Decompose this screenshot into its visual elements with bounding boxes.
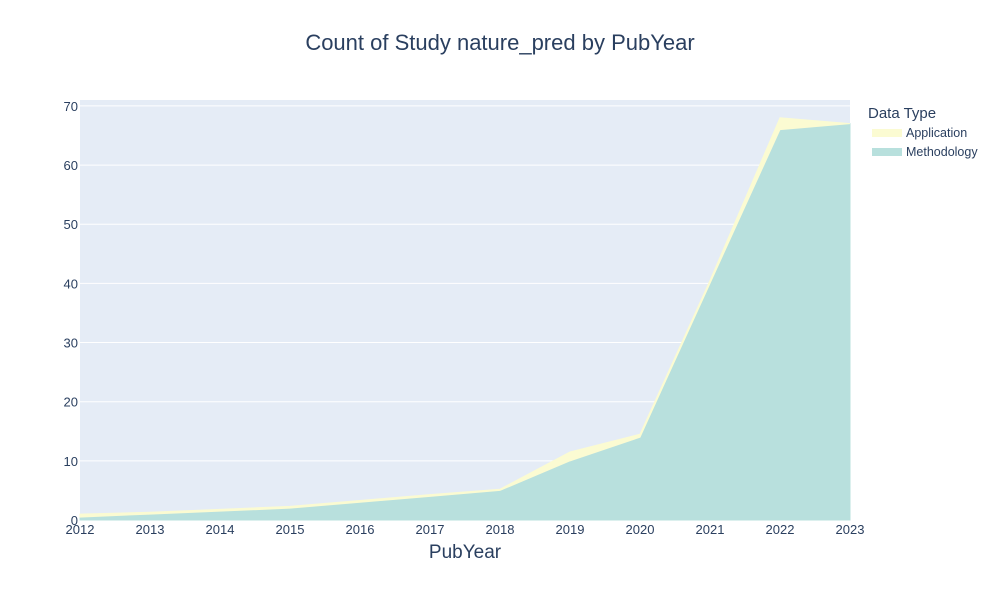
x-tick-label: 2023 [836, 522, 865, 537]
x-tick-label: 2016 [346, 522, 375, 537]
x-tick-label: 2017 [416, 522, 445, 537]
x-tick-label: 2012 [66, 522, 95, 537]
x-tick-label: 2019 [556, 522, 585, 537]
x-tick-label: 2021 [696, 522, 725, 537]
x-tick-label: 2013 [136, 522, 165, 537]
y-tick-label: 10 [64, 454, 78, 469]
y-tick-label: 20 [64, 395, 78, 410]
y-tick-label: 30 [64, 336, 78, 351]
y-tick-label: 60 [64, 158, 78, 173]
y-tick-label: 70 [64, 99, 78, 114]
legend-swatch-methodology [872, 148, 902, 156]
x-axis-title: PubYear [429, 542, 502, 563]
legend-title: Data Type [868, 105, 936, 122]
legend-label-application: Application [906, 126, 967, 140]
series-area-application [79, 117, 851, 518]
y-tick-label: 0 [71, 513, 78, 528]
legend-items: Application Methodology [872, 126, 978, 159]
y-tick-label: 50 [64, 217, 78, 232]
x-tick-label: 2020 [626, 522, 655, 537]
gridlines [80, 105, 850, 462]
y-tick-label: 40 [64, 276, 78, 291]
x-tick-label: 2014 [206, 522, 235, 537]
x-tick-label: 2018 [486, 522, 515, 537]
x-tick-label: 2015 [276, 522, 305, 537]
chart-title: Count of Study nature_pred by PubYear [305, 30, 694, 55]
series-areas [79, 117, 851, 521]
legend: Data Type Application Methodology [868, 105, 978, 159]
legend-swatch-application [872, 129, 902, 137]
x-tick-label: 2022 [766, 522, 795, 537]
x-axis-ticks: 2012 2013 2014 2015 2016 2017 2018 2019 2020 2021… [66, 522, 865, 537]
y-axis-ticks: 0 10 20 30 40 50 60 70 [64, 99, 78, 528]
legend-label-methodology: Methodology [906, 145, 978, 159]
